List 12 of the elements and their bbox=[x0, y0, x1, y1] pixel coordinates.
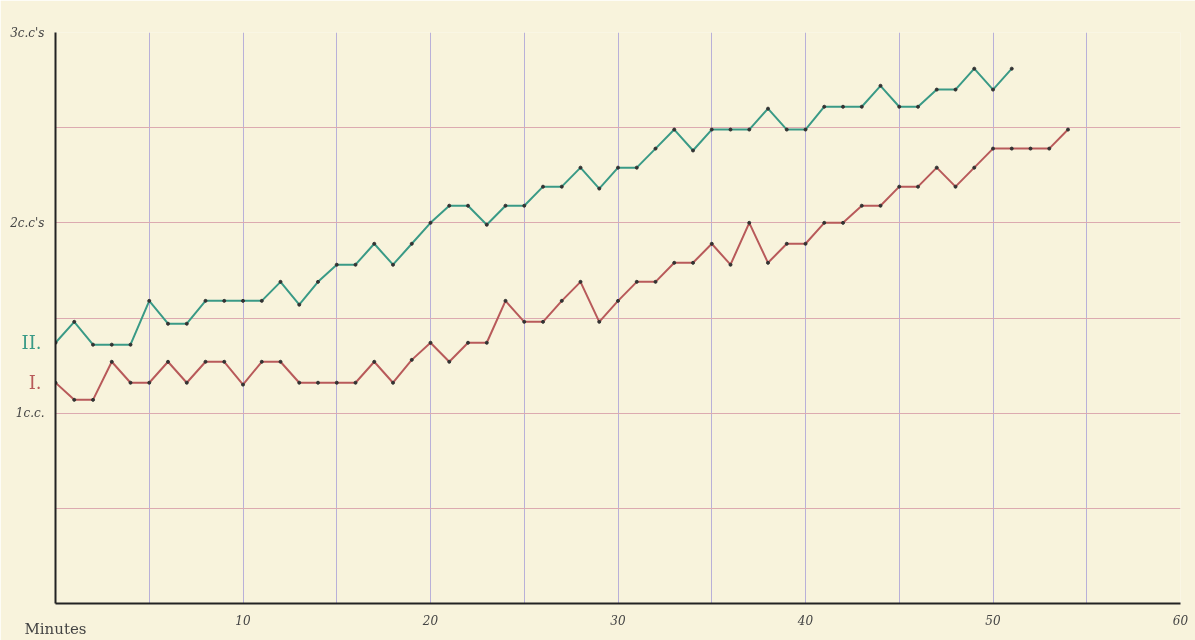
x-tick-label: 50 bbox=[985, 613, 1001, 628]
series-label: II. bbox=[21, 332, 42, 354]
x-tick-label: 30 bbox=[610, 613, 626, 628]
y-tick-label: 2c.c's bbox=[9, 215, 45, 230]
series-label: I. bbox=[28, 372, 42, 394]
x-tick-label: 10 bbox=[235, 613, 251, 628]
y-tick-label: 3c.c's bbox=[10, 25, 45, 40]
x-axis-title: Minutes bbox=[24, 619, 87, 638]
x-tick-label: 60 bbox=[1172, 613, 1189, 628]
y-tick-label: 1c.c. bbox=[15, 406, 45, 421]
x-tick-label: 40 bbox=[796, 613, 814, 628]
x-tick-label: 20 bbox=[421, 613, 439, 628]
